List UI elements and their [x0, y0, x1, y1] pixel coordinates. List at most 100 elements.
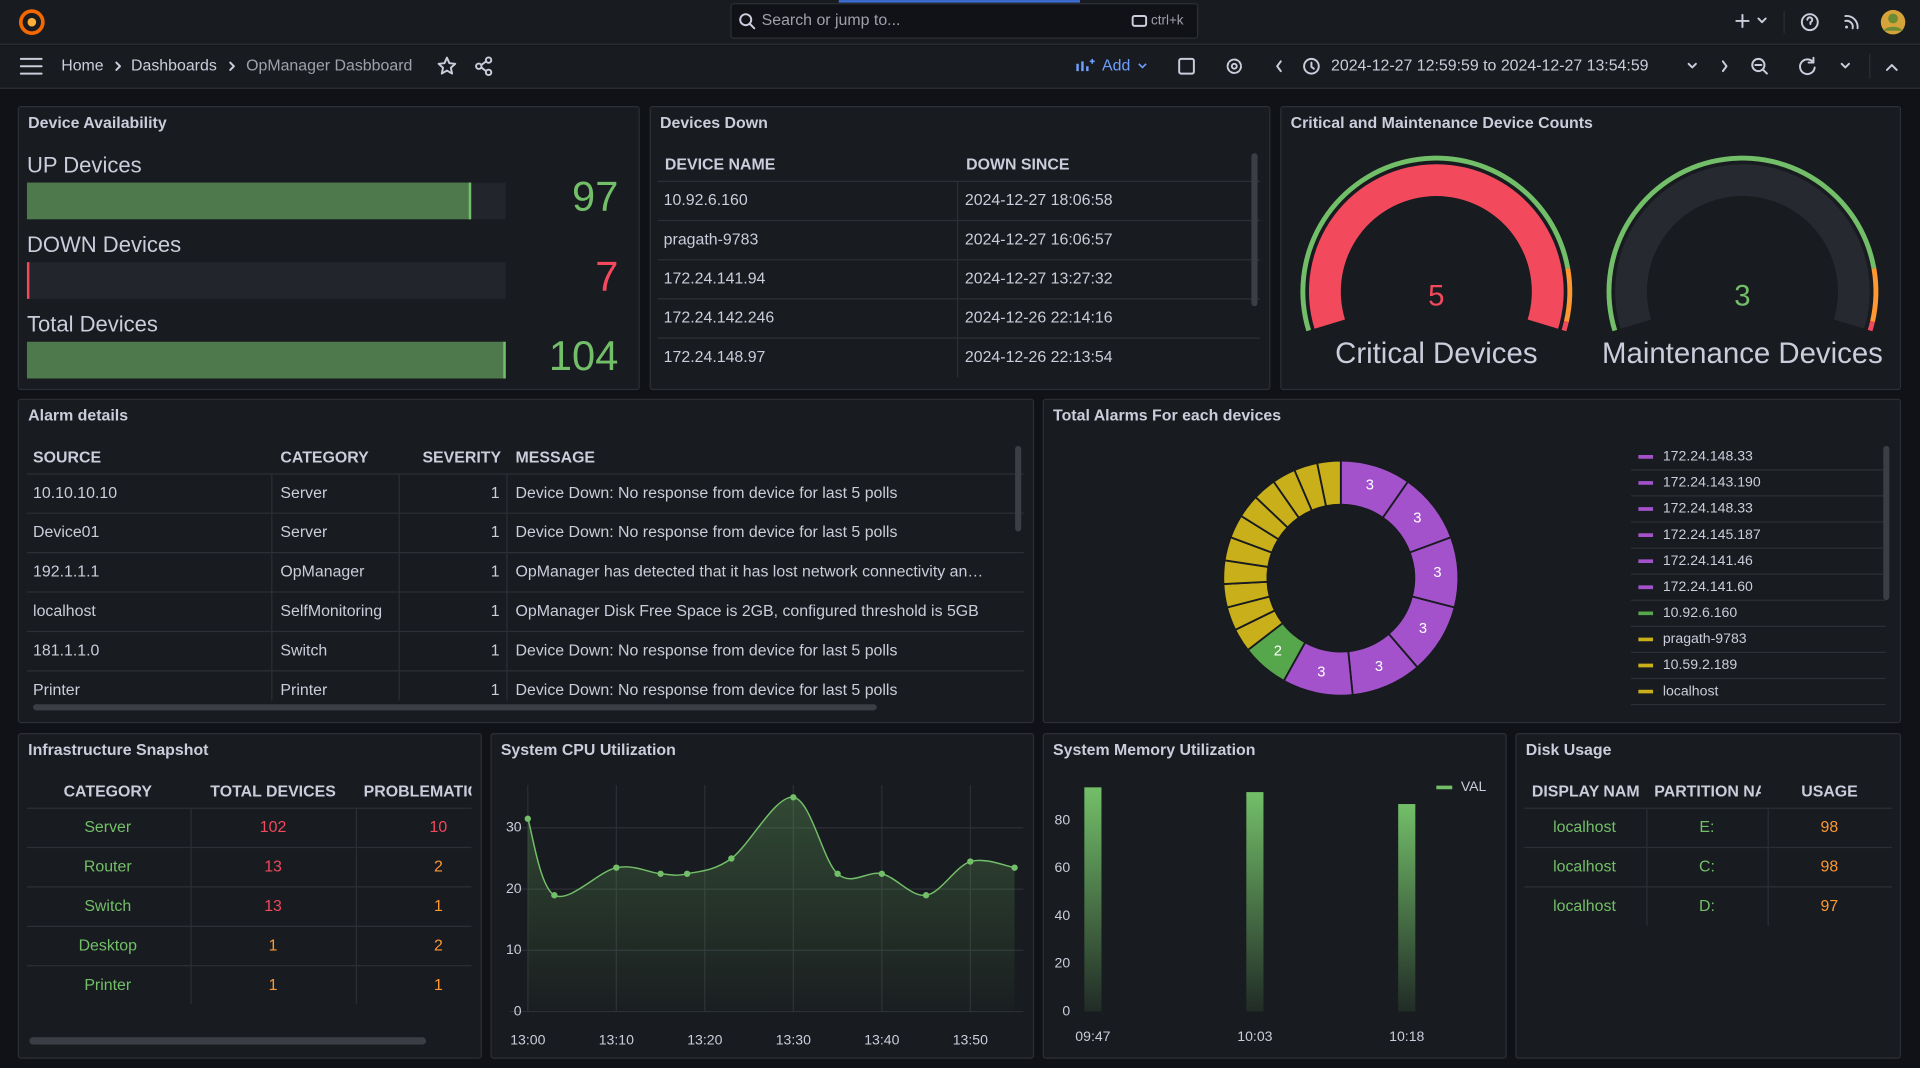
gauge-fill	[1620, 319, 1652, 329]
table-cell: 2	[434, 859, 443, 876]
bar	[1246, 792, 1264, 1012]
x-tick-label: 13:10	[599, 1032, 634, 1048]
scrollbar[interactable]	[29, 1037, 427, 1045]
table-cell: Server	[280, 485, 328, 502]
table-cell: 10	[430, 819, 448, 836]
time-forward-button[interactable]	[1721, 60, 1728, 73]
table: CATEGORY TOTAL DEVICES PROBLEMATIC Server 10…	[26, 784, 472, 1005]
gauge-threshold-red	[1867, 321, 1875, 332]
table-cell: Device Down: No response from device for…	[516, 682, 898, 699]
legend-label[interactable]: 172.24.141.46	[1663, 552, 1753, 568]
donut-value-label: 3	[1413, 511, 1421, 527]
y-tick-label: 10	[506, 941, 522, 957]
legend-label: VAL	[1461, 778, 1487, 794]
donut-value-label: 3	[1419, 621, 1427, 637]
add-button-label: Add	[1102, 57, 1130, 74]
y-tick-label: 80	[1055, 811, 1071, 827]
time-range: 2024-12-27 12:59:59 to 2024-12-27 13:54:…	[1331, 57, 1649, 74]
news-button[interactable]	[1844, 15, 1859, 30]
x-tick-label: 13:30	[776, 1032, 811, 1048]
bar-gauge-edge	[26, 262, 30, 299]
refresh-button[interactable]	[1799, 56, 1816, 76]
table-cell: 1	[491, 485, 500, 502]
table-cell: Switch	[280, 643, 327, 660]
legend-label[interactable]: 10.92.6.160	[1663, 604, 1738, 620]
table-cell: 102	[260, 819, 287, 836]
legend-label[interactable]: pragath-9783	[1663, 630, 1747, 646]
panel-title: Device Availability	[28, 115, 167, 132]
column-header: DISPLAY NAM	[1532, 784, 1640, 801]
table-cell: 172.24.148.97	[664, 349, 766, 366]
table-cell: OpManager	[280, 564, 365, 581]
data-point	[657, 870, 664, 877]
panel-title: Devices Down	[660, 115, 768, 132]
zoom-out-button[interactable]	[1751, 57, 1768, 75]
search-icon-handle	[749, 23, 756, 30]
table-cell: 98	[1821, 859, 1839, 876]
panel-title: Disk Usage	[1526, 742, 1612, 759]
table-cell: 1	[491, 682, 500, 699]
grafana-logo[interactable]	[18, 9, 45, 36]
alarm-details-panel	[17, 398, 1035, 724]
table-cell: 13	[264, 898, 282, 915]
scrollbar[interactable]	[33, 704, 877, 711]
column-header: PARTITION NA	[1654, 784, 1766, 801]
bar-gauge-edge	[468, 182, 472, 220]
legend-label[interactable]: 172.24.145.187	[1663, 526, 1761, 542]
table-cell: 1	[491, 524, 500, 541]
legend-label[interactable]: 172.24.141.60	[1663, 578, 1753, 594]
breadcrumb-dashboards[interactable]: Dashboards	[131, 57, 217, 74]
table-cell: 2024-12-27 18:06:58	[965, 192, 1113, 209]
x-tick-label: 09:47	[1075, 1028, 1110, 1044]
bar-gauge-value: 97	[572, 173, 618, 220]
x-tick-label: 10:03	[1237, 1028, 1272, 1044]
bar-gauge-value: 104	[549, 332, 618, 379]
scrollbar[interactable]	[1883, 445, 1890, 601]
breadcrumb-home[interactable]: Home	[61, 57, 104, 74]
user-avatar[interactable]	[1880, 9, 1906, 35]
legend-label[interactable]: 172.24.148.33	[1663, 448, 1753, 464]
bar	[1084, 787, 1102, 1012]
bar-gauge-label: UP Devices	[27, 152, 142, 177]
data-point	[613, 864, 620, 871]
save-button[interactable]	[1178, 57, 1195, 75]
legend-label[interactable]: 10.59.2.189	[1663, 656, 1738, 672]
refresh-interval-button[interactable]	[1840, 62, 1850, 69]
settings-button[interactable]	[1226, 58, 1242, 74]
legend-label[interactable]: 172.24.143.190	[1663, 474, 1761, 490]
time-picker[interactable]: 2024-12-27 12:59:59 to 2024-12-27 13:54:…	[1303, 57, 1697, 75]
data-point	[524, 815, 532, 822]
legend-label[interactable]: 172.24.148.33	[1663, 500, 1753, 516]
disk-usage-panel	[1515, 732, 1902, 1059]
scrollbar[interactable]	[1251, 153, 1258, 307]
table-cell: Server	[280, 524, 328, 541]
table-cell: Server	[84, 819, 132, 836]
add-button[interactable]: Add	[1076, 57, 1147, 74]
legend-label[interactable]: localhost	[1663, 682, 1719, 698]
table-cell: 172.24.142.246	[664, 310, 775, 327]
donut-value-label: 3	[1433, 565, 1441, 581]
share-button[interactable]	[475, 56, 493, 77]
star-button[interactable]	[437, 56, 457, 75]
new-button[interactable]	[1735, 13, 1767, 29]
time-back-button[interactable]	[1276, 60, 1282, 73]
y-tick-label: 0	[514, 1002, 522, 1018]
table-cell: 10.10.10.10	[33, 485, 117, 502]
panel-title: Total Alarms For each devices	[1053, 408, 1281, 425]
table-cell: C:	[1699, 859, 1715, 876]
table-cell: pragath-9783	[664, 231, 759, 248]
bar	[1398, 804, 1416, 1012]
table-cell: 13	[264, 859, 282, 876]
data-point	[728, 855, 735, 862]
data-point	[551, 892, 558, 899]
device-availability-panel	[17, 106, 640, 391]
collapse-button[interactable]	[1885, 64, 1898, 71]
panel-title: System Memory Utilization	[1053, 742, 1255, 759]
table-cell: 1	[269, 977, 278, 994]
scrollbar[interactable]	[1015, 445, 1022, 532]
search-box[interactable]	[730, 3, 1199, 39]
menu-button[interactable]	[19, 57, 43, 75]
y-tick-label: 0	[1062, 1002, 1070, 1018]
table-cell: localhost	[1553, 898, 1616, 915]
help-button[interactable]	[1800, 13, 1819, 32]
